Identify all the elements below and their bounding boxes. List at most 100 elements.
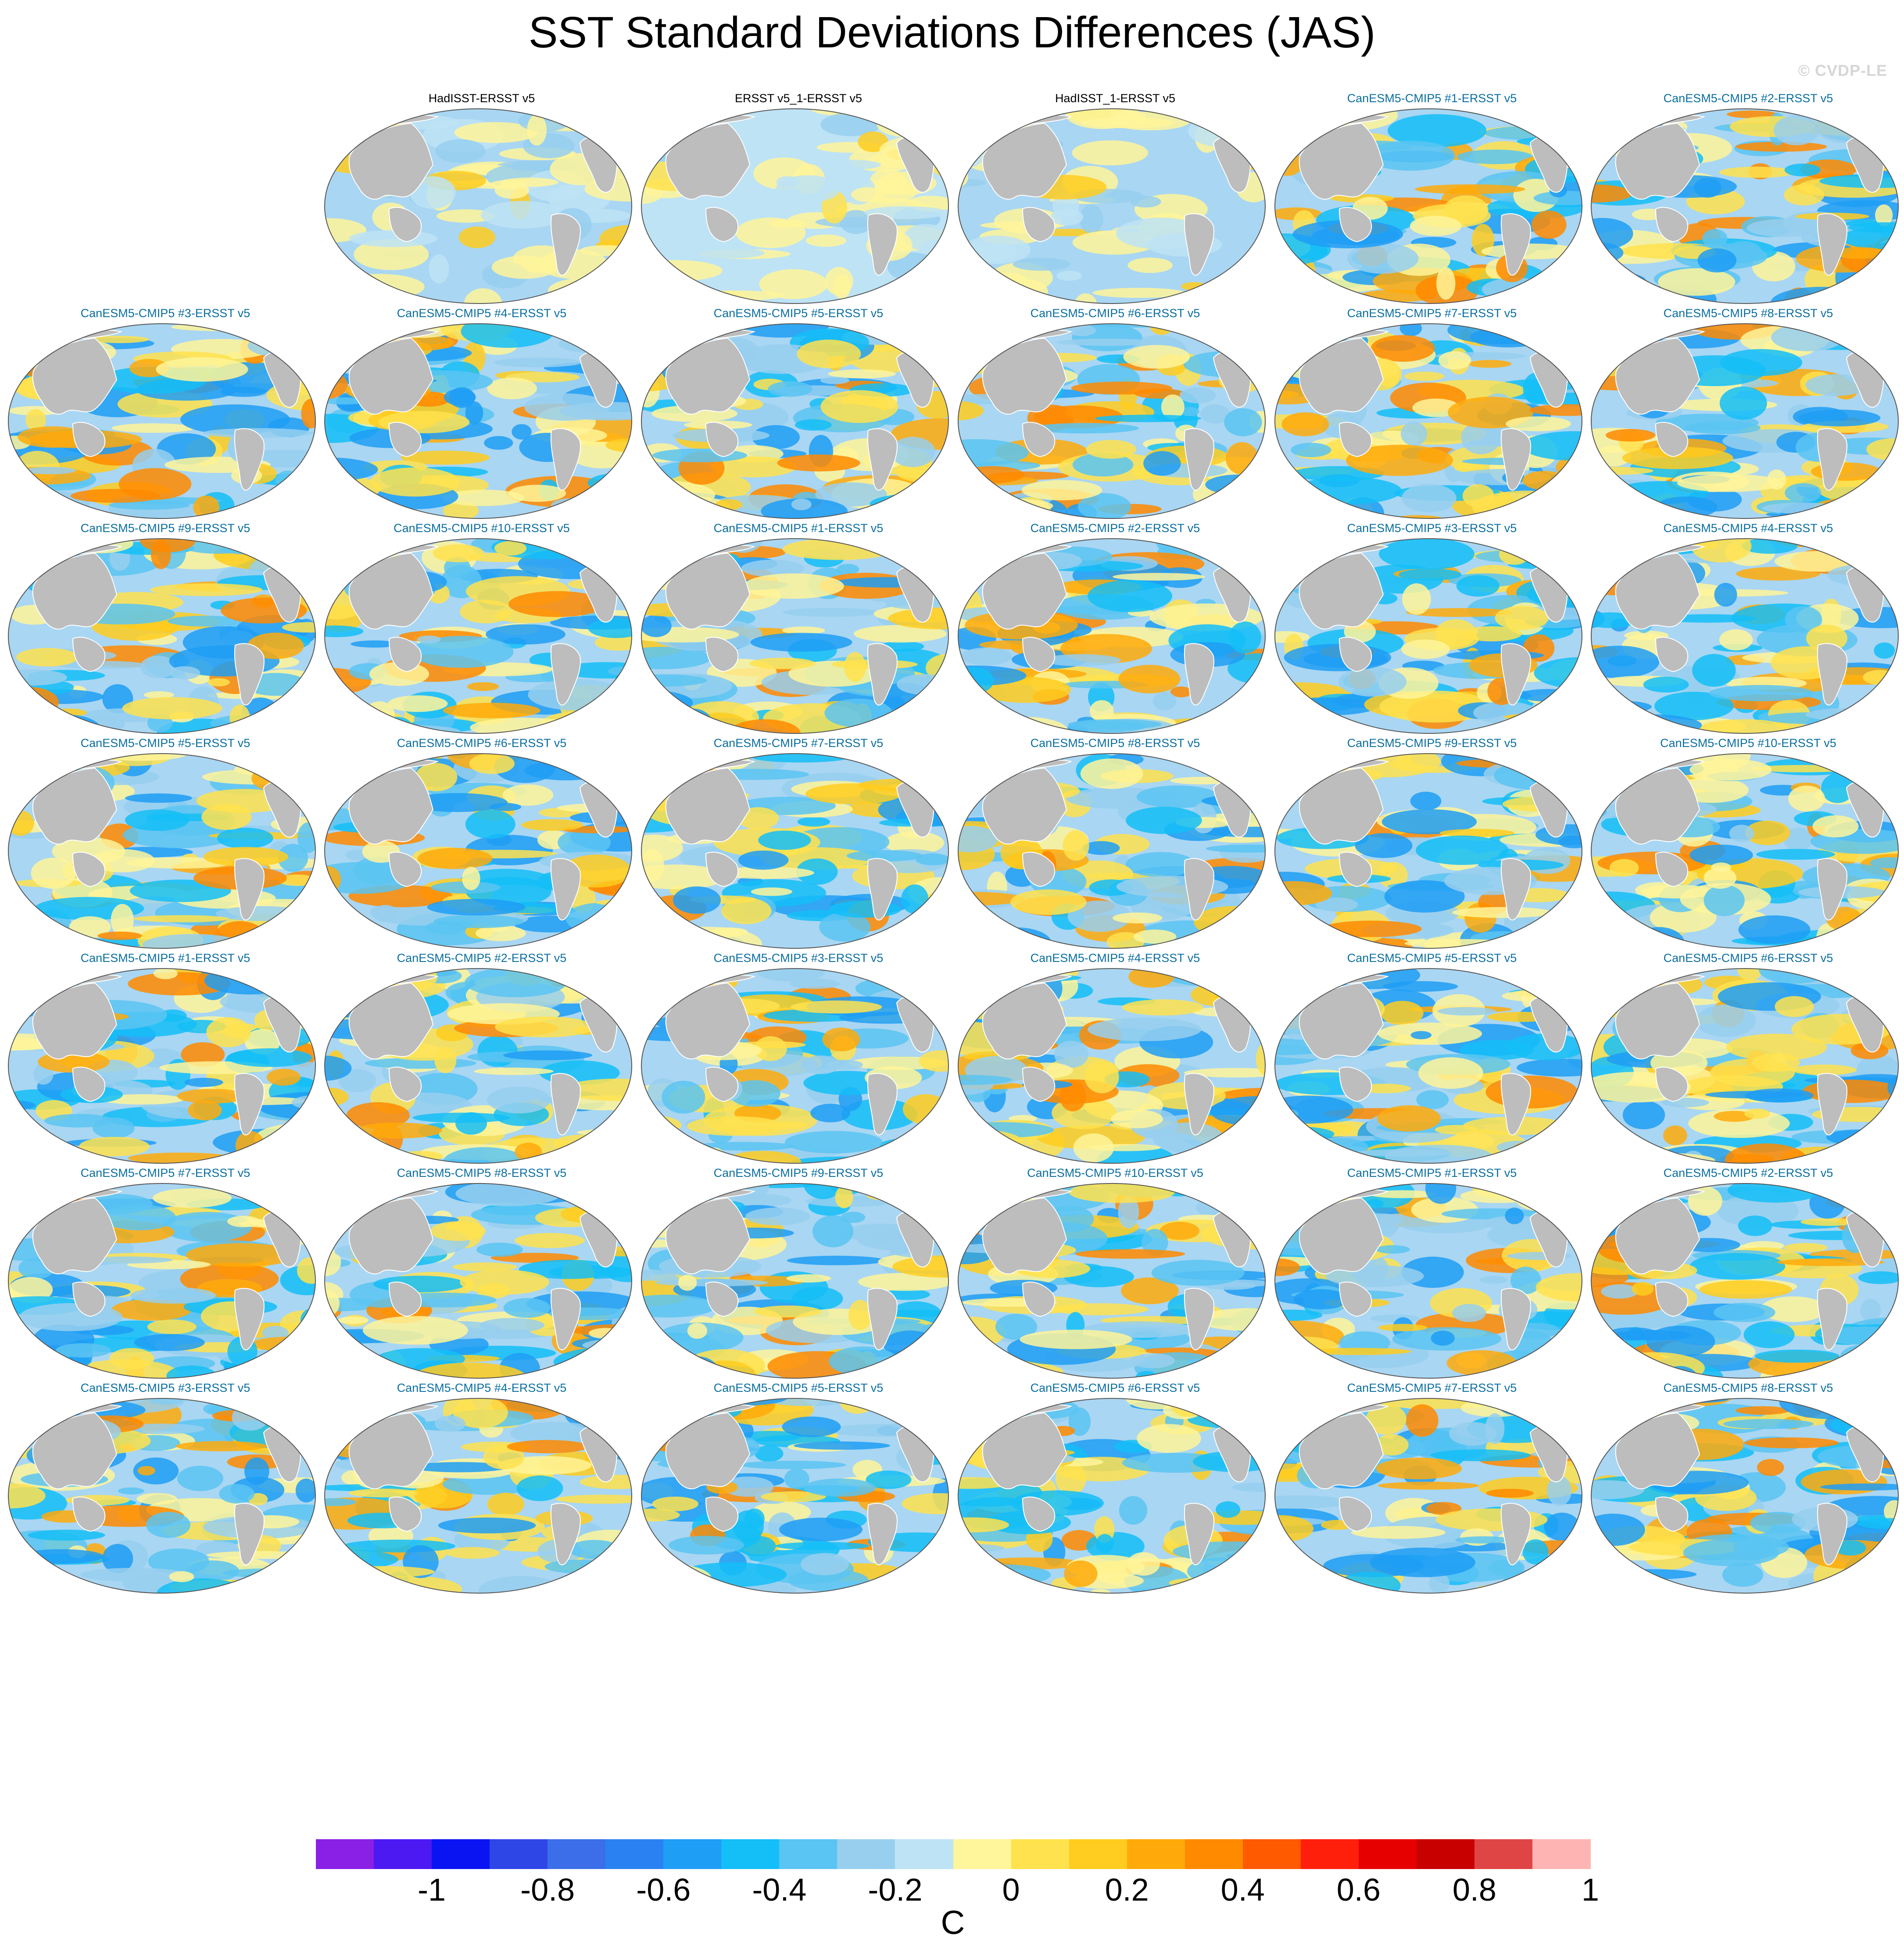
map-panel: CanESM5-CMIP5 #3-ERSST v5	[7, 1381, 324, 1596]
colorbar-swatch	[374, 1839, 433, 1869]
map-panel: CanESM5-CMIP5 #4-ERSST v5	[323, 306, 640, 521]
landmass	[1184, 1288, 1214, 1351]
landmass	[550, 858, 581, 921]
world-map	[641, 1183, 949, 1379]
panel-title: CanESM5-CMIP5 #2-ERSST v5	[1030, 522, 1200, 535]
panel-title: CanESM5-CMIP5 #4-ERSST v5	[397, 1381, 567, 1394]
world-map	[8, 753, 316, 949]
landmass	[1615, 1197, 1700, 1275]
map-panel: CanESM5-CMIP5 #5-ERSST v5	[1274, 951, 1590, 1166]
colorbar-swatch	[605, 1839, 664, 1869]
world-map	[1274, 323, 1582, 519]
panel-title: CanESM5-CMIP5 #1-ERSST v5	[1347, 1166, 1517, 1180]
panel-title: HadISST_1-ERSST v5	[1055, 92, 1176, 105]
landmass	[1022, 207, 1056, 243]
landmass	[1022, 1281, 1056, 1317]
landmass	[867, 1073, 898, 1136]
landmass	[1022, 422, 1056, 458]
panel-title: CanESM5-CMIP5 #9-ERSST v5	[1347, 736, 1517, 750]
world-map	[1274, 1183, 1582, 1379]
landmass	[982, 337, 1067, 415]
landmass	[867, 1503, 898, 1566]
map-panel: CanESM5-CMIP5 #6-ERSST v5	[957, 1381, 1274, 1596]
landmass	[1817, 213, 1847, 276]
landmass	[1022, 1496, 1056, 1532]
landmass	[234, 1288, 265, 1351]
map-panel: CanESM5-CMIP5 #9-ERSST v5	[7, 521, 324, 736]
map-panel: ERSST v5_1-ERSST v5	[640, 91, 957, 306]
colorbar-tick-label: 0.2	[1105, 1873, 1149, 1908]
landmass	[388, 1066, 422, 1102]
landmass	[1615, 122, 1700, 200]
landmass	[1500, 1503, 1531, 1566]
world-map	[641, 753, 949, 949]
landmass	[72, 422, 106, 458]
landmass	[705, 1281, 739, 1317]
map-panel: CanESM5-CMIP5 #8-ERSST v5	[1590, 306, 1904, 521]
colorbar-swatch	[1185, 1839, 1243, 1869]
landmass	[348, 552, 434, 630]
world-map	[8, 1398, 316, 1594]
landmass	[1500, 858, 1531, 921]
colorbar-swatch	[432, 1839, 490, 1869]
colorbar-swatch	[1416, 1839, 1475, 1869]
panel-title: CanESM5-CMIP5 #7-ERSST v5	[1347, 1381, 1517, 1394]
map-panel: CanESM5-CMIP5 #4-ERSST v5	[957, 951, 1274, 1166]
panel-title: CanESM5-CMIP5 #1-ERSST v5	[1347, 92, 1517, 105]
panel-title: CanESM5-CMIP5 #10-ERSST v5	[1027, 1166, 1203, 1180]
map-panel: CanESM5-CMIP5 #7-ERSST v5	[1274, 1381, 1590, 1596]
landmass	[1615, 982, 1700, 1060]
landmass	[705, 1496, 739, 1532]
page-title: SST Standard Deviations Differences (JAS…	[528, 8, 1376, 57]
map-panel: CanESM5-CMIP5 #8-ERSST v5	[957, 736, 1274, 951]
panel-title: CanESM5-CMIP5 #8-ERSST v5	[1663, 307, 1833, 320]
map-panel: CanESM5-CMIP5 #3-ERSST v5	[1274, 521, 1590, 736]
map-panel: CanESM5-CMIP5 #4-ERSST v5	[1590, 521, 1904, 736]
landmass	[1615, 552, 1700, 630]
colorbar-swatch	[721, 1839, 780, 1869]
landmass	[1655, 1281, 1689, 1317]
world-map	[1274, 968, 1582, 1164]
world-map	[324, 538, 632, 734]
world-map	[958, 1398, 1266, 1594]
landmass	[665, 552, 751, 630]
panel-title: CanESM5-CMIP5 #5-ERSST v5	[713, 1381, 884, 1394]
landmass	[1339, 851, 1372, 887]
landmass	[234, 1073, 265, 1136]
world-map	[1591, 1183, 1899, 1379]
map-panel: CanESM5-CMIP5 #2-ERSST v5	[957, 521, 1274, 736]
panel-title: ERSST v5_1-ERSST v5	[734, 92, 863, 105]
world-map	[8, 1183, 316, 1379]
panel-title: CanESM5-CMIP5 #3-ERSST v5	[80, 1381, 251, 1394]
map-panel: CanESM5-CMIP5 #1-ERSST v5	[1274, 1166, 1590, 1381]
map-panel: CanESM5-CMIP5 #8-ERSST v5	[323, 1166, 640, 1381]
map-panel: CanESM5-CMIP5 #1-ERSST v5	[7, 951, 324, 1166]
colorbar-swatch	[779, 1839, 838, 1869]
colorbar-swatch	[1532, 1839, 1591, 1869]
landmass	[388, 1496, 422, 1532]
landmass	[550, 643, 581, 706]
landmass	[32, 1412, 118, 1490]
colorbar-swatch	[1127, 1839, 1185, 1869]
landmass	[1184, 858, 1214, 921]
landmass	[1817, 1288, 1847, 1351]
landmass	[348, 1197, 434, 1275]
world-map	[1591, 1398, 1899, 1594]
colorbar-swatch	[663, 1839, 722, 1869]
landmass	[72, 636, 106, 672]
landmass	[1299, 767, 1384, 845]
landmass	[982, 982, 1067, 1060]
landmass	[1022, 851, 1056, 887]
landmass	[1615, 337, 1700, 415]
landmass	[867, 643, 898, 706]
world-map	[1274, 1398, 1582, 1594]
world-map	[324, 968, 632, 1164]
landmass	[665, 1412, 751, 1490]
world-map	[958, 1183, 1266, 1379]
landmass	[1615, 767, 1700, 845]
panel-title: CanESM5-CMIP5 #7-ERSST v5	[80, 1166, 251, 1180]
panel-title: CanESM5-CMIP5 #2-ERSST v5	[1663, 92, 1833, 105]
landmass	[1299, 1197, 1384, 1275]
landmass	[705, 207, 739, 243]
landmass	[982, 767, 1067, 845]
